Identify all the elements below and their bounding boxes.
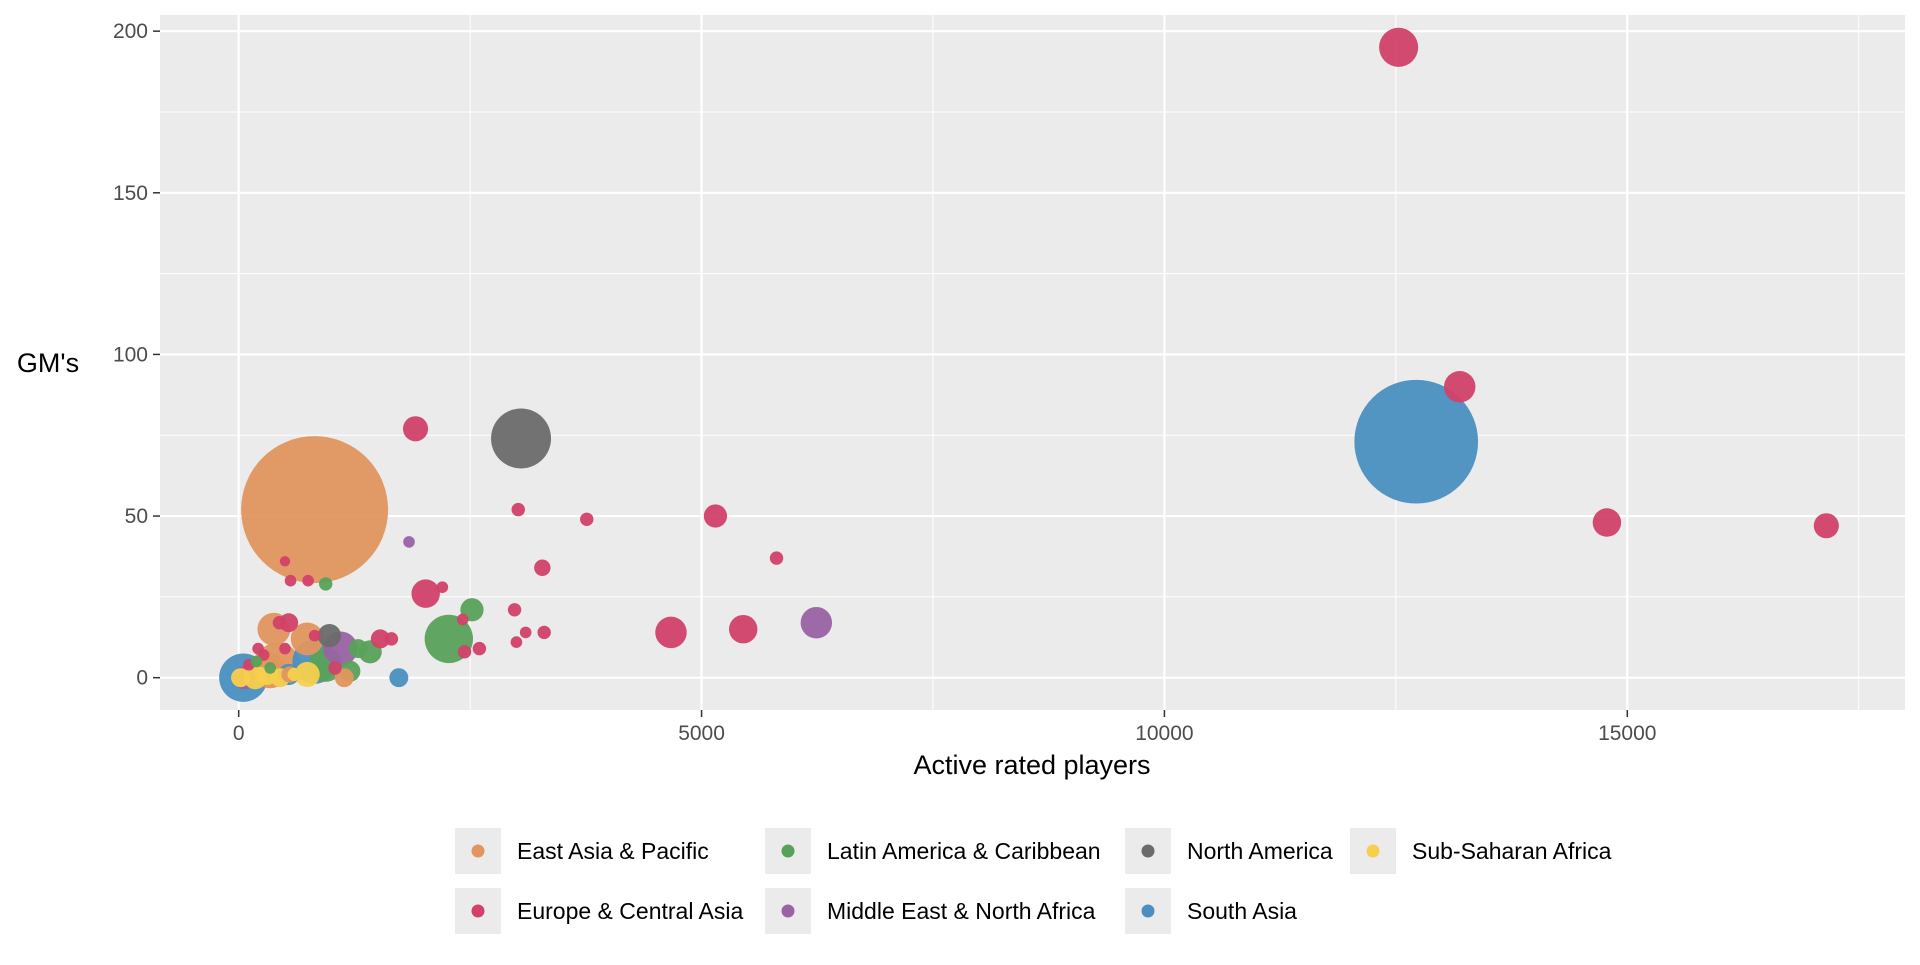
bubble-europe-central-asia bbox=[1379, 27, 1419, 67]
legend-swatch bbox=[781, 904, 795, 918]
bubble-europe-central-asia bbox=[472, 641, 487, 656]
legend-label: Europe & Central Asia bbox=[517, 898, 744, 924]
bubble-europe-central-asia bbox=[519, 626, 532, 639]
x-tick-label: 10000 bbox=[1135, 722, 1193, 745]
bubble-south-asia bbox=[389, 668, 409, 688]
legend-item: North America bbox=[1125, 828, 1333, 874]
bubble-europe-central-asia bbox=[510, 636, 523, 648]
bubble-europe-central-asia bbox=[411, 579, 440, 608]
bubble-europe-central-asia bbox=[1592, 508, 1622, 537]
bubble-europe-central-asia bbox=[655, 616, 687, 649]
bubble-europe-central-asia bbox=[534, 559, 551, 576]
x-tick-label: 5000 bbox=[678, 722, 725, 745]
data-points bbox=[219, 27, 1839, 702]
legend-item: East Asia & Pacific bbox=[455, 828, 709, 874]
bubble-europe-central-asia bbox=[537, 625, 551, 640]
legend-label: Sub-Saharan Africa bbox=[1412, 838, 1612, 864]
legend-label: East Asia & Pacific bbox=[517, 838, 709, 864]
bubble-europe-central-asia bbox=[457, 645, 472, 659]
legend-swatch bbox=[1141, 904, 1155, 918]
bubble-north-america bbox=[491, 408, 552, 469]
bubble-europe-central-asia bbox=[436, 581, 449, 593]
y-tick-label: 200 bbox=[113, 20, 148, 43]
legend-label: South Asia bbox=[1187, 898, 1297, 924]
bubble-sub-saharan-africa bbox=[231, 668, 251, 688]
bubble-europe-central-asia bbox=[272, 616, 287, 630]
y-tick-label: 0 bbox=[136, 667, 148, 690]
bubble-europe-central-asia bbox=[580, 512, 594, 526]
x-tick-label: 0 bbox=[233, 722, 245, 745]
legend-label: North America bbox=[1187, 838, 1333, 864]
bubble-europe-central-asia bbox=[328, 661, 342, 675]
legend-item: Europe & Central Asia bbox=[455, 888, 744, 934]
x-axis-title: Active rated players bbox=[913, 750, 1150, 780]
bubble-europe-central-asia bbox=[384, 632, 399, 646]
bubble-middle-east-north-africa bbox=[403, 536, 415, 548]
bubble-europe-central-asia bbox=[507, 603, 522, 617]
bubble-europe-central-asia bbox=[279, 642, 291, 655]
legend-swatch bbox=[1141, 844, 1155, 858]
bubble-europe-central-asia bbox=[728, 614, 758, 644]
legend-swatch bbox=[471, 904, 485, 918]
x-axis: 0 5000 10000 15000 bbox=[233, 710, 1656, 745]
y-tick-label: 150 bbox=[113, 182, 148, 205]
bubble-europe-central-asia bbox=[279, 556, 291, 567]
bubble-europe-central-asia bbox=[456, 613, 469, 626]
plot-panel bbox=[160, 15, 1905, 710]
legend-item: Middle East & North Africa bbox=[765, 888, 1096, 934]
bubble-europe-central-asia bbox=[284, 574, 297, 587]
legend: East Asia & Pacific Europe & Central Asia… bbox=[455, 828, 1612, 934]
legend-swatch bbox=[471, 844, 485, 858]
bubble-europe-central-asia bbox=[703, 504, 728, 528]
bubble-europe-central-asia bbox=[511, 502, 525, 517]
bubble-south-asia bbox=[1354, 379, 1479, 504]
bubble-europe-central-asia bbox=[308, 629, 321, 642]
bubble-east-asia-pacific bbox=[241, 436, 389, 584]
grid-minor bbox=[160, 15, 1905, 710]
bubble-latin-america-caribbean bbox=[348, 639, 368, 659]
legend-swatch bbox=[781, 844, 795, 858]
y-axis-title: GM's bbox=[17, 348, 79, 378]
bubble-sub-saharan-africa bbox=[294, 661, 320, 687]
y-tick-label: 100 bbox=[113, 343, 148, 366]
y-tick-label: 50 bbox=[125, 505, 148, 528]
legend-item: Sub-Saharan Africa bbox=[1350, 828, 1612, 874]
legend-item: South Asia bbox=[1125, 888, 1297, 934]
bubble-latin-america-caribbean bbox=[264, 662, 276, 674]
bubble-europe-central-asia bbox=[370, 629, 390, 649]
bubble-europe-central-asia bbox=[302, 574, 314, 587]
bubble-europe-central-asia bbox=[1813, 513, 1839, 539]
legend-item: Latin America & Caribbean bbox=[765, 828, 1101, 874]
bubble-latin-america-caribbean bbox=[250, 655, 263, 668]
legend-label: Middle East & North Africa bbox=[827, 898, 1096, 924]
bubble-latin-america-caribbean bbox=[318, 577, 333, 591]
grid-major bbox=[160, 15, 1905, 710]
bubble-north-america bbox=[317, 624, 342, 648]
y-axis: 0 50 100 150 200 bbox=[113, 20, 160, 690]
legend-label: Latin America & Caribbean bbox=[827, 838, 1101, 864]
bubble-middle-east-north-africa bbox=[800, 606, 833, 639]
bubble-europe-central-asia bbox=[402, 416, 429, 442]
x-tick-label: 15000 bbox=[1598, 722, 1656, 745]
bubble-europe-central-asia bbox=[1443, 371, 1476, 403]
bubble-europe-central-asia bbox=[769, 551, 784, 565]
bubble-sub-saharan-africa bbox=[287, 667, 301, 682]
legend-swatch bbox=[1366, 844, 1380, 858]
